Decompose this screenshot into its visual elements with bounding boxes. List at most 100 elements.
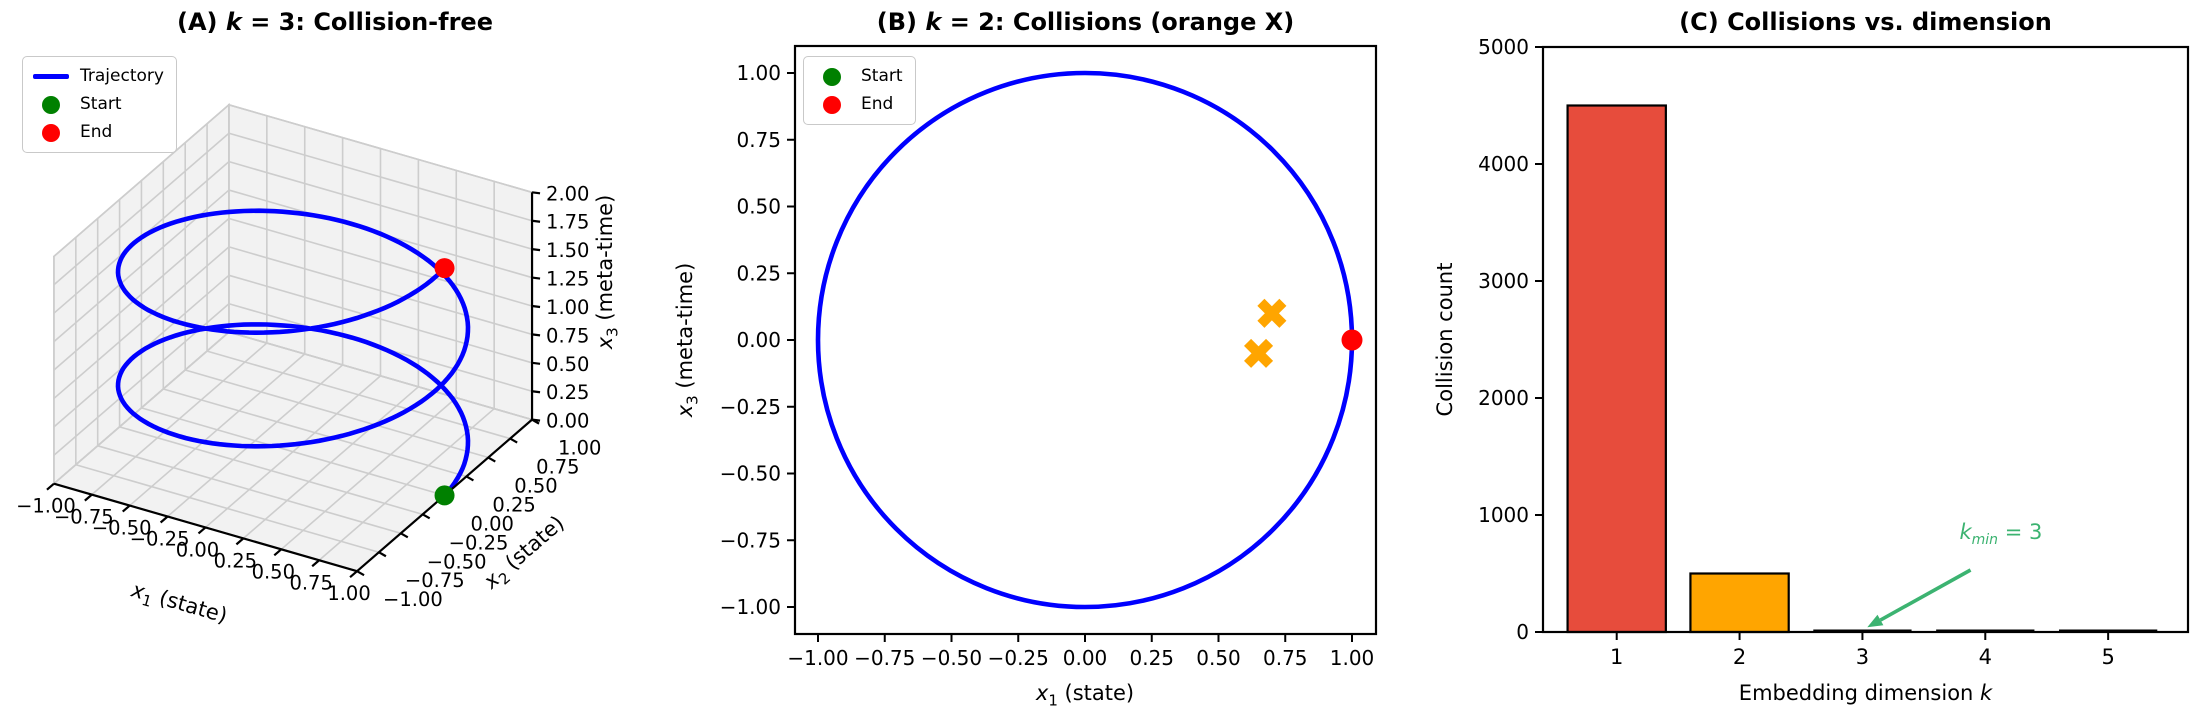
trajectory-line: [115, 208, 471, 498]
svg-text:1.50: 1.50: [546, 239, 589, 262]
svg-text:0.75: 0.75: [1263, 646, 1308, 670]
svg-text:−1.00: −1.00: [720, 595, 781, 619]
svg-text:−0.75: −0.75: [854, 646, 915, 670]
svg-text:0.50: 0.50: [736, 195, 781, 219]
tick-labels: 1 2 3 4 5 0 1000 2000 3000 4000 5000: [1478, 35, 2115, 669]
axis-labels: x1 (state) x3 (meta-time): [673, 263, 1134, 710]
svg-text:5000: 5000: [1478, 35, 1529, 59]
collision-markers: [1244, 298, 1287, 368]
svg-text:0.25: 0.25: [214, 549, 257, 572]
svg-text:0.75: 0.75: [546, 324, 589, 347]
axis-labels: Embedding dimension k Collision count: [1433, 263, 1993, 705]
svg-text:x1 (state): x1 (state): [1035, 681, 1134, 709]
svg-text:x1 (state): x1 (state): [127, 577, 230, 632]
panel-c-canvas: 1 2 3 4 5 0 1000 2000 3000 4000 5000 Embedding dime…: [1433, 35, 2190, 705]
svg-text:3: 3: [1856, 645, 1869, 669]
legend-item-start: Start: [32, 92, 164, 117]
start-marker: [434, 485, 455, 506]
legend-item-start: Start: [813, 64, 903, 89]
legend-item-end: End: [813, 92, 903, 117]
svg-text:−1.00: −1.00: [383, 588, 443, 611]
kmin-arrow: [1867, 568, 1972, 628]
legend-label: Start: [861, 66, 903, 86]
legend-label: Start: [80, 94, 122, 114]
svg-text:−0.50: −0.50: [720, 462, 781, 486]
panel-a-title: (A) k = 3: Collision-free: [177, 8, 493, 36]
svg-text:1000: 1000: [1478, 503, 1529, 527]
svg-text:−0.25: −0.25: [720, 395, 781, 419]
panel-b-title: (B) k = 2: Collisions (orange X): [876, 8, 1295, 36]
svg-text:Embedding dimension k: Embedding dimension k: [1739, 681, 1993, 705]
svg-text:0: 0: [1516, 620, 1529, 644]
legend-item-trajectory: Trajectory: [32, 64, 164, 89]
svg-text:1.00: 1.00: [327, 582, 370, 605]
svg-text:0.25: 0.25: [546, 381, 589, 404]
panel-a-legend: Trajectory Start End: [22, 56, 177, 153]
svg-text:1.00: 1.00: [736, 61, 781, 85]
axes-panes: [52, 103, 534, 573]
svg-text:0.25: 0.25: [736, 261, 781, 285]
svg-text:Collision count: Collision count: [1433, 263, 1457, 417]
bar: [1689, 572, 1790, 634]
axis-ticks: [787, 72, 1353, 642]
svg-text:0.50: 0.50: [546, 353, 589, 376]
start-dot-swatch-icon: [813, 67, 851, 86]
svg-text:0.50: 0.50: [514, 475, 557, 498]
panel-c-title: (C) Collisions vs. dimension: [1679, 8, 2052, 36]
svg-text:4: 4: [1979, 645, 1992, 669]
svg-text:−0.50: −0.50: [427, 550, 487, 573]
svg-text:0.50: 0.50: [1196, 646, 1241, 670]
svg-text:0.75: 0.75: [536, 456, 579, 479]
svg-text:1: 1: [1610, 645, 1623, 669]
svg-text:5: 5: [2101, 645, 2114, 669]
svg-text:1.75: 1.75: [546, 211, 589, 234]
svg-text:4000: 4000: [1478, 152, 1529, 176]
bar: [1566, 104, 1667, 634]
panel-b-legend: Start End: [803, 56, 916, 125]
svg-text:0.00: 0.00: [546, 410, 589, 433]
svg-text:x3 (meta-time): x3 (meta-time): [593, 195, 621, 351]
svg-text:3000: 3000: [1478, 269, 1529, 293]
svg-text:2000: 2000: [1478, 386, 1529, 410]
panel-a: −1.00 −0.75 −0.50 −0.25 0.00 0.25 0.50 0.75 1.00…: [0, 0, 660, 713]
svg-text:2: 2: [1733, 645, 1746, 669]
axis-ticks: [1535, 46, 2110, 640]
svg-text:−1.00: −1.00: [787, 646, 848, 670]
svg-text:0.00: 0.00: [736, 328, 781, 352]
start-dot-swatch-icon: [32, 95, 70, 114]
trajectory-line-swatch-icon: [32, 74, 70, 79]
kmin-annotation-label: kmin = 3: [1959, 519, 2043, 549]
svg-text:0.00: 0.00: [176, 538, 219, 561]
end-dot-swatch-icon: [32, 123, 70, 142]
svg-text:0.00: 0.00: [471, 512, 514, 535]
svg-text:0.00: 0.00: [1063, 646, 1108, 670]
legend-label: Trajectory: [80, 66, 164, 86]
svg-text:0.75: 0.75: [736, 128, 781, 152]
axes-spines: [1541, 45, 2190, 634]
svg-text:−0.50: −0.50: [92, 517, 152, 540]
unit-circle-trajectory: [815, 70, 1355, 610]
axes-spines: [793, 44, 1378, 636]
end-dot-swatch-icon: [813, 95, 851, 114]
panel-b-canvas: −1.00 −0.75 −0.50 −0.25 0.00 0.25 0.50 0.75 1.00…: [673, 44, 1378, 710]
svg-text:−1.00: −1.00: [16, 495, 76, 518]
panel-a-canvas: −1.00−0.75−0.50−0.250.000.250.500.751.00…: [16, 103, 621, 632]
svg-text:0.50: 0.50: [252, 560, 295, 583]
svg-text:x3 (meta-time): x3 (meta-time): [673, 263, 701, 419]
end-marker: [434, 258, 455, 279]
svg-text:0.25: 0.25: [1129, 646, 1174, 670]
svg-text:−0.25: −0.25: [988, 646, 1049, 670]
bars: [1566, 104, 2158, 634]
svg-text:1.00: 1.00: [558, 437, 601, 460]
svg-text:0.25: 0.25: [492, 493, 535, 516]
panel-b: −1.00 −0.75 −0.50 −0.25 0.00 0.25 0.50 0.75 1.00…: [660, 0, 1420, 713]
svg-text:1.25: 1.25: [546, 268, 589, 291]
svg-text:−0.50: −0.50: [921, 646, 982, 670]
svg-text:2.00: 2.00: [546, 182, 589, 205]
svg-text:−0.75: −0.75: [54, 506, 114, 529]
tick-labels: −1.00−0.75−0.50−0.250.000.250.500.751.00…: [16, 182, 601, 611]
svg-text:−0.75: −0.75: [405, 569, 465, 592]
svg-text:0.75: 0.75: [289, 571, 332, 594]
